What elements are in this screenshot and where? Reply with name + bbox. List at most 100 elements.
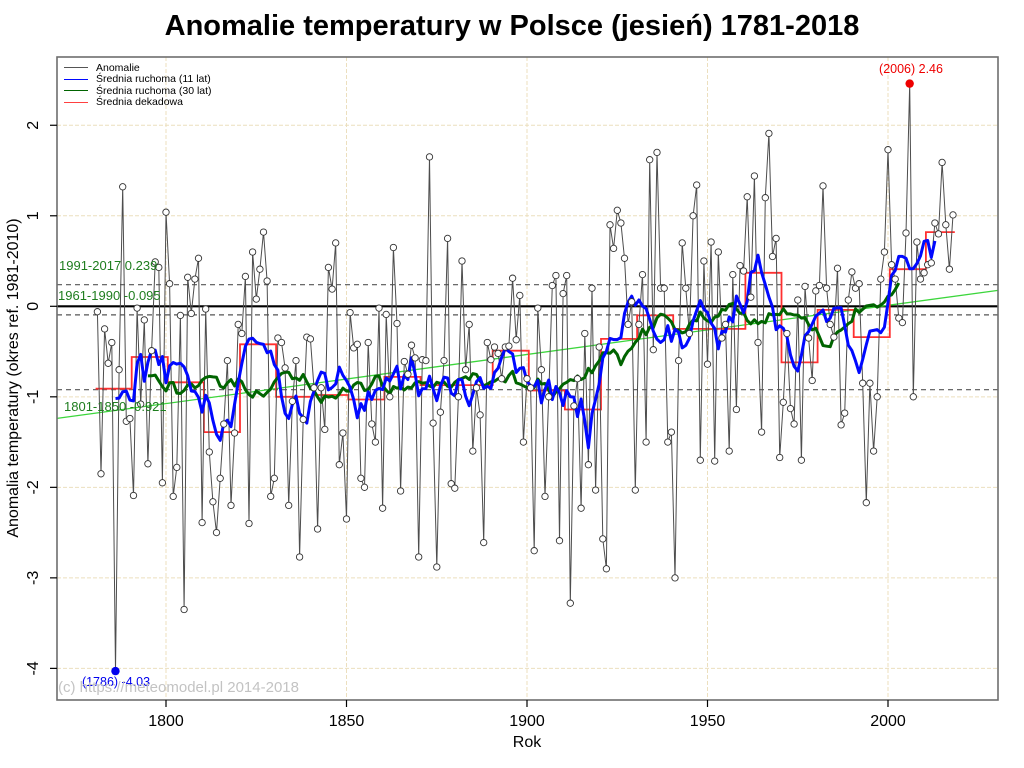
anomaly-point — [259, 228, 268, 236]
anomaly-point — [93, 308, 102, 316]
anomaly-point — [909, 393, 917, 401]
anomaly-point — [591, 486, 600, 494]
anomaly-point — [660, 284, 668, 292]
anomaly-point — [523, 375, 531, 383]
anomaly-point — [736, 261, 744, 270]
anomaly-point — [761, 194, 769, 202]
anomaly-point — [949, 211, 957, 219]
anomaly-point — [649, 346, 657, 354]
anomaly-point — [234, 320, 242, 329]
ref-label-1991-2017: 1991-2017 0.239 — [59, 258, 158, 273]
anomaly-point — [425, 153, 434, 161]
anomaly-point — [184, 273, 192, 281]
anomaly-point — [346, 308, 354, 317]
legend-item-ma30: Średnia ruchoma (30 lat) — [64, 85, 212, 97]
anomaly-point — [490, 343, 499, 351]
anomaly-point — [754, 338, 762, 347]
anomaly-point — [227, 501, 235, 510]
anomaly-point — [866, 379, 874, 387]
anomaly-point — [371, 438, 380, 446]
anomaly-line — [96, 83, 954, 672]
anomaly-point — [841, 409, 849, 417]
anomaly-point — [415, 553, 423, 561]
anomaly-point — [469, 447, 477, 455]
anomaly-point — [606, 221, 614, 229]
anomaly-point — [393, 319, 401, 328]
anomaly-point — [609, 244, 618, 253]
anomaly-point — [288, 397, 297, 405]
anomaly-point — [360, 483, 369, 491]
y-tick-label: 1 — [25, 211, 42, 220]
anomaly-point — [151, 258, 159, 266]
x-tick-label: 1850 — [329, 713, 365, 730]
anomaly-point — [693, 181, 701, 189]
anomaly-point — [292, 356, 300, 365]
legend-item-ma11: Średnia ruchoma (11 lat) — [64, 73, 212, 85]
anomaly-point — [140, 316, 148, 324]
anomaly-point — [541, 492, 549, 501]
anomaly-point — [245, 519, 253, 528]
anomaly-point — [931, 219, 939, 227]
legend-item-decadal: Średnia dekadowa — [64, 96, 212, 108]
anomaly-point — [241, 272, 250, 281]
anomaly-point — [891, 275, 899, 283]
anomaly-point — [238, 329, 246, 338]
min-point — [111, 666, 120, 676]
anomaly-point — [573, 375, 582, 383]
anomaly-point — [887, 261, 896, 269]
y-tick-label: 2 — [25, 121, 42, 130]
anomaly-point — [938, 158, 946, 167]
x-tick-label: 1800 — [148, 713, 184, 730]
anomaly-point — [797, 456, 806, 464]
anomaly-point — [220, 420, 228, 428]
anomaly-point — [277, 338, 286, 347]
anomaly-point — [119, 183, 127, 191]
anomaly-point — [389, 243, 398, 252]
anomaly-point — [505, 342, 513, 350]
anomaly-point — [848, 268, 856, 276]
anomaly-point — [703, 360, 712, 368]
anomaly-point — [299, 415, 307, 424]
anomaly-point — [335, 461, 343, 469]
anomaly-point — [837, 421, 845, 429]
anomaly-point — [855, 280, 863, 288]
anomaly-point — [180, 605, 188, 614]
anomaly-point — [155, 263, 163, 272]
anomaly-point — [100, 325, 109, 333]
anomaly-point — [396, 487, 405, 495]
anomaly-point — [202, 305, 210, 313]
anomaly-point — [534, 304, 542, 312]
x-tick-label: 1950 — [690, 713, 726, 730]
anomaly-point — [794, 296, 802, 304]
anomaly-point — [526, 384, 535, 392]
anomaly-point — [306, 335, 315, 343]
anomaly-point — [581, 329, 589, 338]
anomaly-point — [898, 318, 907, 327]
anomaly-point — [768, 252, 777, 261]
anomaly-point — [252, 295, 260, 303]
y-tick-label: -4 — [25, 661, 42, 675]
anomaly-point — [786, 404, 795, 413]
anomaly-point — [285, 501, 293, 510]
anomaly-point — [552, 271, 560, 280]
anomaly-point — [487, 356, 495, 364]
anomaly-point — [321, 425, 329, 434]
anomaly-point — [144, 460, 152, 468]
anomaly-point — [256, 265, 264, 273]
anomaly-point — [869, 447, 878, 455]
anomaly-point — [169, 492, 177, 501]
anomaly-point — [461, 366, 470, 374]
anomaly-point — [920, 269, 928, 277]
anomaly-point — [595, 343, 603, 351]
anomaly-point — [332, 239, 340, 247]
anomaly-point — [783, 329, 791, 338]
decadal-line-swatch — [64, 101, 88, 103]
anomaly-point — [570, 402, 578, 410]
y-axis-label: Anomalia temperatury (okres ref. 1981-20… — [5, 218, 22, 538]
legend-item-anomalies: Anomalie — [64, 62, 212, 74]
anomaly-point — [368, 420, 376, 428]
watermark: (c) https://meteomodel.pl 2014-2018 — [58, 679, 299, 696]
anomaly-point — [386, 393, 394, 401]
anomaly-point — [480, 538, 488, 547]
ma11-line-swatch — [64, 78, 88, 80]
